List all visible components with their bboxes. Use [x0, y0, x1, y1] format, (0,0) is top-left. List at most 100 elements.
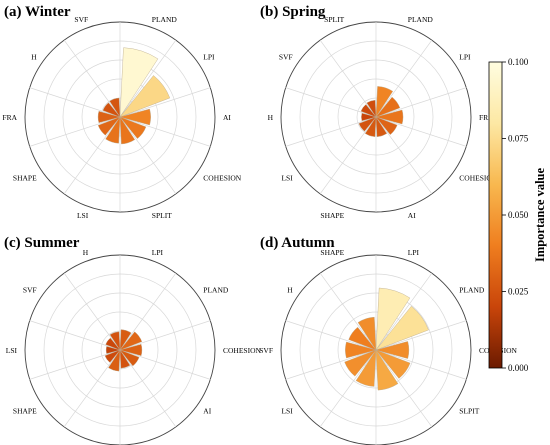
category-label: LSI — [77, 211, 89, 220]
polar-chart-spring: (b) Spring PLAND LPI FRA COHESION AI SHAPE LSI… — [260, 4, 498, 220]
grid-spoke — [119, 349, 177, 428]
bar-cohesion — [375, 341, 410, 359]
grid-spoke — [375, 87, 467, 118]
bars — [344, 287, 429, 391]
category-label: H — [31, 53, 37, 62]
bars — [97, 47, 171, 145]
bar-cohesion — [119, 116, 147, 139]
category-label: SVF — [74, 15, 88, 24]
category-label: H — [268, 113, 274, 122]
colorbar-tick-label: 0.050 — [508, 210, 529, 220]
panel-title-autumn: (d) Autumn — [260, 235, 335, 251]
bar-h — [109, 331, 121, 351]
bar-lpi — [119, 75, 171, 118]
bar-ai — [375, 116, 388, 137]
panel-title-summer: (c) Summer — [4, 235, 80, 251]
grid-spoke — [29, 87, 121, 118]
grid-spoke — [285, 320, 377, 351]
grid-spoke — [375, 349, 433, 428]
category-label: PLAND — [152, 15, 178, 24]
category-label: LPI — [408, 248, 420, 257]
grid-spoke — [63, 349, 121, 428]
bar-lsi — [105, 116, 121, 144]
grid-spoke — [29, 349, 121, 380]
category-label: SVF — [279, 53, 293, 62]
polar-grid — [280, 254, 472, 445]
category-label: FRA — [479, 113, 494, 122]
category-labels: PLAND LPI AI COHESION SPLIT LSI SHAPE FRA H SVF — [2, 15, 241, 220]
bar-cohesion — [375, 116, 398, 135]
bars — [358, 86, 404, 137]
category-label: H — [83, 248, 89, 257]
category-label: SHAPE — [13, 407, 37, 416]
colorbar: 0.000 0.025 0.050 0.075 0.100 Importance val… — [488, 57, 547, 373]
category-label: PLAND — [203, 286, 229, 295]
category-label: SPLIT — [152, 211, 172, 220]
category-label: AI — [223, 113, 231, 122]
bar-slpit — [375, 349, 411, 379]
grid-spoke — [285, 116, 377, 147]
panel-title-spring: (b) Spring — [260, 4, 326, 20]
category-label: LPI — [203, 53, 215, 62]
category-labels: PLAND LPI FRA COHESION AI SHAPE LSI H SVF SPLIT — [268, 15, 498, 220]
category-label: PLAND — [408, 15, 434, 24]
bar-lpi — [119, 329, 132, 351]
grid-spoke — [29, 320, 121, 351]
bar-h — [348, 326, 377, 351]
bar-svf — [109, 97, 121, 118]
grid-spoke — [375, 320, 467, 351]
category-label: SPLIT — [324, 15, 344, 24]
grid-spoke — [375, 116, 433, 195]
colorbar-tick-label: 0.000 — [508, 363, 529, 373]
category-label: AI — [203, 407, 211, 416]
grid-spoke — [119, 349, 211, 380]
grid-spoke — [285, 87, 377, 118]
polar-chart-winter: (a) Winter PLAND LPI AI COHESION SPLIT LSI SHA… — [2, 4, 241, 220]
category-label: COHESION — [203, 174, 242, 183]
bar-pland — [375, 305, 429, 351]
grid-spoke — [319, 349, 377, 428]
bar-h — [361, 112, 377, 122]
category-label: FRA — [2, 113, 17, 122]
bar-svf — [345, 341, 377, 359]
polar-chart-summer: (c) Summer LPIPLANDCOHESIONAISPLITFRASHA… — [4, 235, 262, 445]
grid-spoke — [375, 39, 433, 118]
category-label: PLAND — [459, 286, 485, 295]
grid-spoke — [63, 39, 121, 118]
grid-spoke — [119, 87, 211, 118]
grid-spoke — [319, 272, 377, 351]
colorbar-title: Importance value — [533, 168, 547, 263]
panel-title-winter: (a) Winter — [4, 4, 71, 20]
grid-spoke — [63, 116, 121, 195]
category-label: H — [287, 286, 293, 295]
bar-pland — [119, 47, 159, 118]
colorbar-tick-label: 0.075 — [508, 134, 529, 144]
category-label: SLPIT — [459, 407, 479, 416]
bar-lsi — [358, 116, 377, 132]
grid-spoke — [119, 116, 177, 195]
colorbar-tick-label: 0.100 — [508, 57, 529, 67]
category-label: SHAPE — [320, 211, 344, 220]
category-label: SVF — [23, 286, 37, 295]
category-label: LSI — [281, 407, 293, 416]
category-label: LSI — [6, 346, 18, 355]
bar-split — [119, 349, 131, 369]
polar-chart-autumn: (d) Autumn LPIPLANDCOHESIONSLPITAIFRALSI… — [259, 235, 518, 445]
bar-shape — [97, 116, 121, 136]
bar-cohesion — [119, 344, 143, 356]
bar-ai — [375, 349, 399, 391]
grid-spoke — [63, 272, 121, 351]
category-label: LPI — [459, 53, 471, 62]
bar-ai — [119, 349, 140, 367]
category-label: COHESION — [223, 346, 262, 355]
grid-spoke — [119, 320, 211, 351]
bar-h — [102, 102, 121, 118]
grid-spoke — [29, 116, 121, 147]
grid-spoke — [375, 116, 467, 147]
bar-svf — [105, 337, 121, 351]
bar-lpi — [375, 96, 401, 118]
bar-fra — [355, 349, 377, 387]
bar-pland — [119, 331, 143, 351]
polar-grid — [280, 21, 472, 213]
grid-spoke — [119, 39, 177, 118]
